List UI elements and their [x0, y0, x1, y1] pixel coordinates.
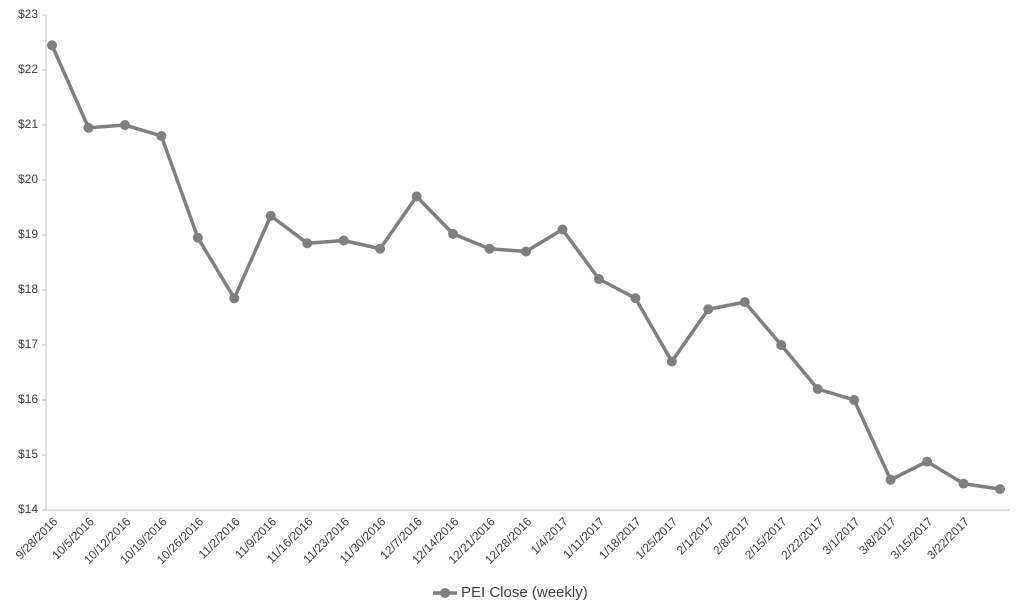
point	[265, 210, 276, 221]
point	[995, 484, 1005, 495]
y-tick-label: $22	[18, 62, 38, 76]
legend-label: PEI Close (weekly)	[461, 584, 588, 601]
y-tick-label: $14	[18, 502, 38, 516]
x-tick-label: 3/1/2017	[820, 514, 863, 557]
point	[739, 297, 750, 308]
y-tick-label: $17	[18, 337, 38, 351]
point	[375, 243, 386, 254]
x-tick-label: 2/1/2017	[674, 514, 717, 557]
point	[812, 384, 823, 394]
point	[302, 238, 313, 249]
point	[630, 293, 641, 304]
line	[50, 44, 1001, 491]
y-tick-label: $15	[18, 447, 38, 461]
y-tick-label: $16	[18, 392, 38, 406]
y-tick-label: $20	[18, 172, 38, 186]
y-tick-label: $23	[18, 7, 38, 21]
point	[922, 456, 933, 467]
point	[448, 228, 459, 239]
point	[83, 122, 94, 133]
point	[119, 120, 130, 130]
point	[666, 356, 677, 367]
point	[338, 235, 349, 246]
point	[156, 131, 167, 141]
point	[557, 224, 568, 235]
y-tick-label: $18	[18, 282, 38, 296]
y-tick-label: $19	[18, 227, 38, 241]
point	[192, 232, 203, 243]
point	[703, 304, 714, 315]
point	[849, 395, 860, 405]
point	[521, 246, 531, 257]
legend-marker	[440, 588, 450, 598]
point	[776, 340, 787, 350]
point	[484, 243, 495, 254]
point	[229, 293, 240, 304]
point	[885, 474, 896, 485]
point	[47, 40, 57, 51]
y-tick-label: $21	[18, 117, 38, 131]
point	[593, 274, 604, 284]
point	[958, 478, 969, 489]
point	[411, 191, 422, 202]
